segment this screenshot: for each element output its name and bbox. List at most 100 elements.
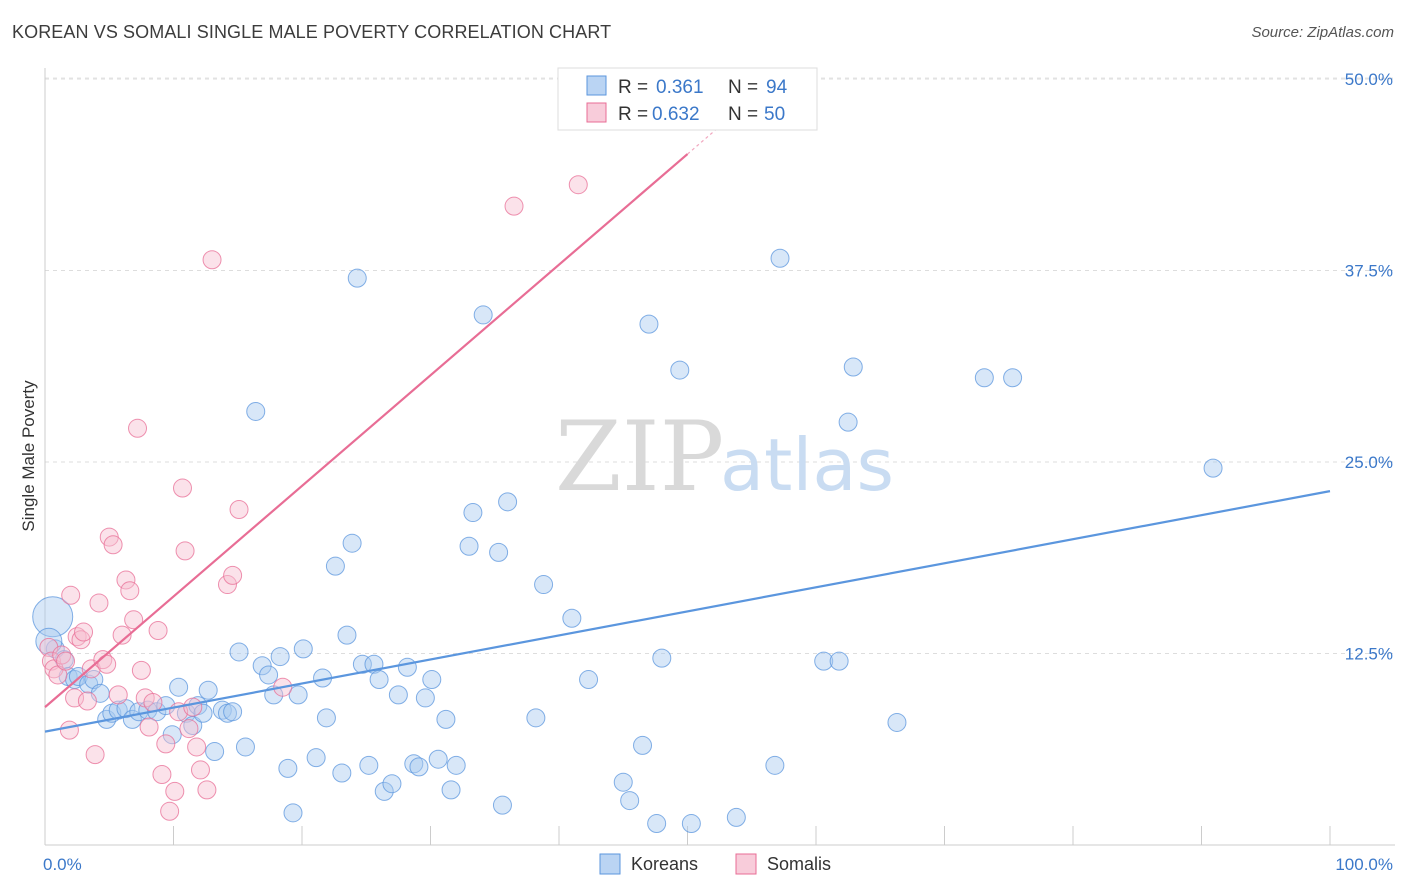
- watermark-atlas: atlas: [720, 423, 894, 507]
- watermark-zip: ZIP: [555, 401, 724, 513]
- somali-point: [229, 499, 249, 519]
- korean-point: [278, 758, 298, 778]
- korean-point: [446, 755, 466, 775]
- korean-point: [415, 688, 435, 708]
- bottom-legend-label-somalis: Somalis: [767, 854, 831, 874]
- somali-point: [172, 478, 192, 498]
- somali-point: [187, 737, 207, 757]
- korean-point: [639, 314, 659, 334]
- korean-point: [670, 360, 690, 380]
- korean-point: [332, 763, 352, 783]
- somali-point: [65, 688, 85, 708]
- korean-point: [887, 712, 907, 732]
- korean-point: [382, 774, 402, 794]
- korean-point: [259, 665, 279, 685]
- x-tick-labels: 0.0% 100.0%: [43, 855, 1393, 874]
- somali-point: [61, 585, 81, 605]
- top-legend: R = 0.361 N = 94 R = 0.632 N = 50: [557, 67, 818, 131]
- korean-point: [647, 814, 667, 834]
- somali-point: [103, 535, 123, 555]
- korean-point: [270, 647, 290, 667]
- somalis-points: [39, 175, 588, 821]
- korean-point: [325, 556, 345, 576]
- chart-title: KOREAN VS SOMALI SINGLE MALE POVERTY COR…: [12, 22, 612, 42]
- bottom-legend: Koreans Somalis: [599, 853, 831, 875]
- somali-point: [156, 734, 176, 754]
- korean-point: [316, 708, 336, 728]
- korean-point: [498, 492, 518, 512]
- korean-point: [1203, 458, 1223, 478]
- korean-point: [534, 575, 554, 595]
- y-tick-label-2: 37.5%: [1345, 262, 1393, 281]
- korean-point: [441, 780, 461, 800]
- korean-point: [283, 803, 303, 823]
- korean-point: [974, 368, 994, 388]
- korean-point: [306, 748, 326, 768]
- somali-point: [89, 593, 109, 613]
- korean-point: [613, 772, 633, 792]
- somali-point: [183, 697, 203, 717]
- somali-point: [217, 575, 237, 595]
- somali-point: [179, 719, 199, 739]
- korean-point: [397, 657, 417, 677]
- korean-point: [843, 357, 863, 377]
- korean-point: [342, 533, 362, 553]
- korean-point: [459, 536, 479, 556]
- somali-point: [74, 622, 94, 642]
- y-axis-label: Single Male Poverty: [19, 380, 38, 532]
- korean-point: [246, 401, 266, 421]
- korean-point: [252, 656, 272, 676]
- korean-point: [359, 755, 379, 775]
- korean-point: [620, 791, 640, 811]
- korean-point: [205, 742, 225, 762]
- somali-point: [59, 720, 79, 740]
- somali-point: [568, 175, 588, 195]
- somali-point: [85, 745, 105, 765]
- korean-point: [369, 670, 389, 690]
- korean-point: [108, 700, 128, 720]
- y-tick-labels: 12.5% 25.0% 37.5% 50.0%: [1345, 70, 1393, 664]
- somali-point: [148, 621, 168, 641]
- legend-swatch-koreans: [586, 75, 607, 96]
- korean-point: [374, 781, 394, 801]
- korean-point: [193, 703, 213, 723]
- somali-point: [124, 610, 144, 630]
- korean-point: [473, 305, 493, 325]
- legend-r-label-somalis: R =: [618, 104, 648, 125]
- korean-point: [162, 725, 182, 745]
- korean-point: [223, 702, 243, 722]
- legend-n-value-somalis: 50: [764, 104, 785, 125]
- somali-point: [143, 693, 163, 713]
- korean-point: [492, 795, 512, 815]
- korean-point: [765, 755, 785, 775]
- somali-point: [197, 780, 217, 800]
- korean-point: [814, 651, 834, 671]
- korean-point: [829, 651, 849, 671]
- korean-point: [428, 749, 448, 769]
- somali-point: [52, 645, 72, 665]
- korean-point: [463, 503, 483, 523]
- korean-trend-line: [44, 490, 1331, 733]
- somali-trend-line: [44, 153, 689, 708]
- korean-point: [422, 670, 442, 690]
- somali-point: [165, 781, 185, 801]
- korean-point: [212, 700, 232, 720]
- legend-r-value-koreans: 0.361: [656, 77, 704, 98]
- korean-point: [436, 709, 456, 729]
- korean-point: [32, 596, 74, 638]
- legend-n-label-koreans: N =: [728, 77, 758, 98]
- bottom-legend-swatch-somalis: [735, 853, 757, 875]
- chart-source: Source: ZipAtlas.com: [1251, 24, 1394, 41]
- somali-point: [504, 196, 524, 216]
- korean-point: [562, 608, 582, 628]
- somali-point: [190, 760, 210, 780]
- legend-r-value-somalis: 0.632: [652, 104, 700, 125]
- legend-swatch-somalis: [586, 102, 607, 123]
- somali-point: [152, 765, 172, 785]
- korean-point: [1003, 368, 1023, 388]
- korean-point: [347, 268, 367, 288]
- korean-point: [770, 248, 790, 268]
- somali-point: [77, 691, 97, 711]
- korean-point: [337, 625, 357, 645]
